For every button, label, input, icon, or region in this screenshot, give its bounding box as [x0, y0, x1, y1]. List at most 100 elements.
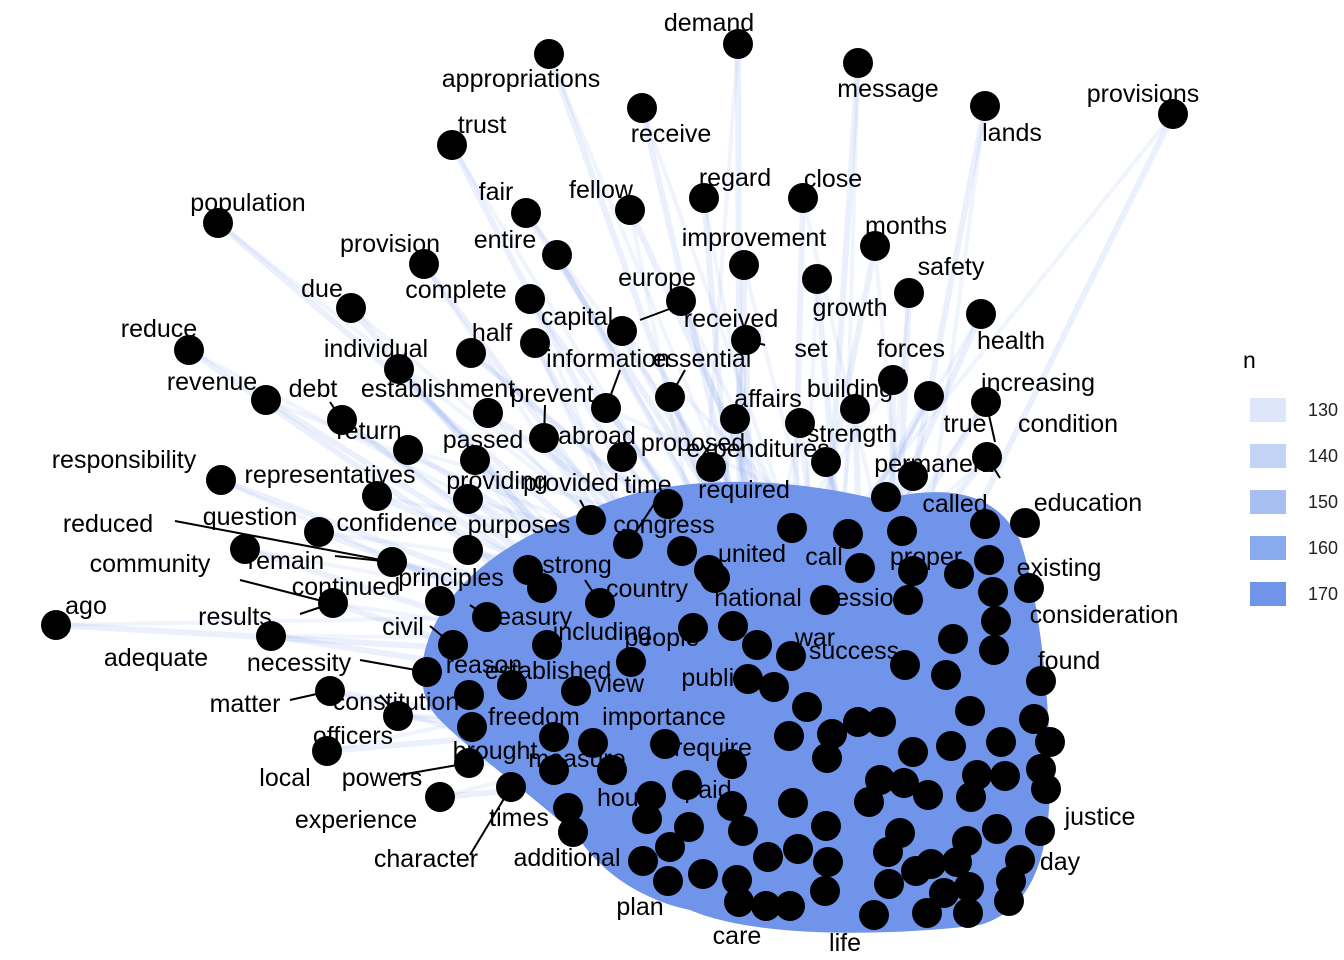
- node: [607, 442, 637, 472]
- node: [718, 611, 748, 641]
- node: [627, 93, 657, 123]
- node-label: war: [794, 624, 835, 652]
- node: [733, 664, 763, 694]
- node-label: education: [1034, 489, 1142, 517]
- node-label: time: [624, 471, 671, 499]
- node-label: permanent: [874, 450, 994, 478]
- node: [667, 536, 697, 566]
- legend-title: n: [1243, 347, 1256, 373]
- node: [859, 900, 889, 930]
- node: [953, 898, 983, 928]
- node-label: reason: [446, 651, 522, 679]
- node: [724, 887, 754, 917]
- node-label: freedom: [488, 703, 580, 731]
- node: [534, 39, 564, 69]
- node-label: improvement: [682, 224, 827, 252]
- node: [979, 635, 1009, 665]
- node-label: prevent: [510, 380, 593, 408]
- node: [982, 814, 1012, 844]
- node: [728, 816, 758, 846]
- node-label: local: [259, 764, 310, 792]
- label-leader: [892, 369, 906, 381]
- node-label: safety: [918, 253, 985, 281]
- node: [578, 728, 608, 758]
- node-label: plan: [616, 893, 663, 921]
- node: [616, 647, 646, 677]
- node: [717, 749, 747, 779]
- node: [597, 755, 627, 785]
- node-label: appropriations: [442, 65, 600, 93]
- label-leader: [299, 602, 334, 615]
- node-label: health: [977, 327, 1045, 355]
- node-label: proposed: [641, 429, 745, 457]
- node-label: trust: [458, 111, 507, 139]
- label-leader: [584, 579, 601, 604]
- node: [810, 585, 840, 615]
- node: [1025, 816, 1055, 846]
- node-label: entire: [474, 226, 537, 254]
- node: [256, 621, 286, 651]
- node-label: affairs: [734, 385, 802, 413]
- node: [889, 768, 919, 798]
- node: [384, 354, 414, 384]
- node: [650, 729, 680, 759]
- node: [558, 817, 588, 847]
- node-label: people: [624, 624, 699, 652]
- node: [717, 791, 747, 821]
- node-label: passed: [443, 426, 524, 454]
- node-label: additional: [513, 844, 620, 872]
- node-label: existing: [1017, 554, 1102, 582]
- label-leader: [329, 401, 343, 421]
- node: [777, 513, 807, 543]
- node: [840, 394, 870, 424]
- node-label: congress: [613, 511, 714, 539]
- node-label: justice: [1064, 803, 1136, 831]
- node: [783, 834, 813, 864]
- node-label: forces: [877, 335, 945, 363]
- node-label: establishment: [361, 375, 515, 403]
- node-label: lands: [982, 119, 1042, 147]
- label-leader: [379, 694, 399, 717]
- node-label: essential: [653, 345, 752, 373]
- label-leader: [627, 494, 661, 545]
- node: [866, 707, 896, 737]
- node: [41, 610, 71, 640]
- label-leader: [289, 690, 331, 701]
- node-label: success: [809, 637, 899, 665]
- node-label: strong: [542, 551, 611, 579]
- node: [312, 736, 342, 766]
- node-label: constitution: [333, 688, 459, 716]
- node-label: return: [336, 417, 401, 445]
- node-label: confidence: [337, 509, 458, 537]
- node: [785, 408, 815, 438]
- node: [653, 489, 683, 519]
- node: [742, 630, 772, 660]
- node: [966, 299, 996, 329]
- node-label: results: [198, 603, 272, 631]
- node-label: necessity: [247, 649, 352, 677]
- node-label: message: [837, 75, 938, 103]
- node-label: question: [203, 503, 298, 531]
- node: [628, 846, 658, 876]
- label-leader: [399, 762, 470, 776]
- node: [751, 891, 781, 921]
- label-leaders-layer: [174, 304, 1001, 856]
- node-label: set: [794, 335, 827, 363]
- node: [174, 335, 204, 365]
- legend: n 130 140 150 160 170: [1243, 347, 1338, 606]
- node: [873, 837, 903, 867]
- node-label: growth: [812, 294, 887, 322]
- node: [792, 692, 822, 722]
- node: [454, 680, 484, 710]
- node: [986, 727, 1016, 757]
- node-label: adequate: [104, 644, 208, 672]
- node-label: session: [823, 584, 908, 612]
- label-leader: [543, 404, 546, 439]
- node: [914, 381, 944, 411]
- node-label: europe: [618, 264, 696, 292]
- legend-swatch: [1250, 398, 1286, 422]
- node-label: abroad: [558, 422, 636, 450]
- node: [636, 781, 666, 811]
- node-label: matter: [210, 690, 281, 718]
- node: [520, 328, 550, 358]
